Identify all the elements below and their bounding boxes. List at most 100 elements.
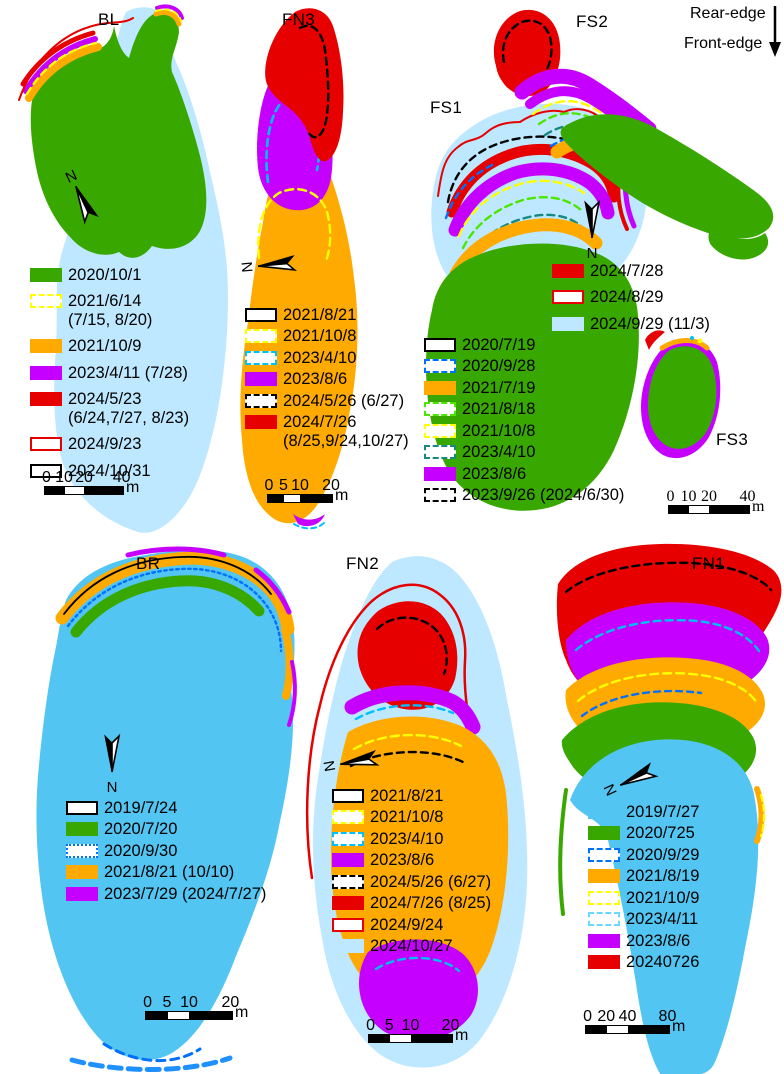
- legend-label: 2023/8/6: [283, 370, 348, 389]
- legend-swatch: [332, 853, 364, 868]
- fs2-yellow-dashed: [531, 100, 652, 152]
- fn3-map: N: [239, 8, 358, 530]
- legend-label: 2024/5/26 (6/27): [283, 391, 405, 410]
- legend-label: 2021/10/9: [68, 337, 142, 356]
- panel-title-fn2: FN2: [346, 554, 380, 573]
- legend-label: 2024/7/26 (8/25): [370, 894, 492, 913]
- fn2-legend: 2021/8/21 2021/10/8 2023/4/10 2023/8/6 2…: [332, 787, 491, 959]
- legend-item: 2023/4/11 (7/28): [30, 364, 189, 382]
- legend-swatch: [588, 955, 620, 970]
- scalebar-labels: 0 5 10 20: [265, 477, 340, 494]
- fn2-map: N: [305, 556, 528, 1068]
- scalebar-tick: 0: [41, 469, 51, 486]
- legend-swatch: [424, 402, 456, 417]
- fs1-north-arrow-icon: N: [584, 201, 600, 262]
- legend-label: 2023/4/11 (7/28): [68, 363, 188, 382]
- legend-label: 2024/8/29: [590, 288, 664, 307]
- legend-swatch: [332, 789, 364, 803]
- legend-item: 2023/4/10: [424, 443, 624, 461]
- legend-label: 2021/8/18: [462, 400, 536, 419]
- fn1-legend: 2019/7/27 2020/725 2020/9/29 2021/8/19 2…: [588, 803, 699, 975]
- fn2-scalebar: 0 5 10 20 m: [366, 1017, 468, 1044]
- fn1-yellow-right-dashed: [759, 793, 766, 838]
- scalebar-bar: [267, 494, 333, 503]
- legend-label: 2021/10/9: [626, 888, 700, 907]
- legend-swatch: [66, 886, 98, 901]
- legend-swatch: [245, 350, 277, 365]
- bl-map: N: [18, 4, 228, 533]
- bl-knob-magenta: [155, 4, 184, 20]
- fs1-blue-dashed: [444, 163, 494, 220]
- legend-label: 2020/9/28: [462, 357, 536, 376]
- legend-swatch: [66, 822, 98, 837]
- fs3-scalebar: 0 10 20 40 m: [666, 488, 764, 515]
- fs2-magenta-band: [514, 68, 657, 137]
- legend-label: 2023/4/10: [283, 348, 357, 367]
- scalebar-unit: m: [126, 479, 140, 496]
- scalebar-tick: 5: [384, 1017, 394, 1034]
- scalebar-tick: 10: [680, 488, 697, 505]
- bl-green-extent: [30, 12, 207, 258]
- bl-legend: 2020/10/1 2021/6/14 (7/15, 8/20) 2021/10…: [30, 266, 189, 488]
- legend-label: 2019/7/27: [626, 803, 700, 821]
- legend-item: 2020/9/29: [588, 846, 699, 864]
- bl-red-band: [20, 30, 96, 87]
- br-orange-band: [55, 551, 295, 636]
- fs1-green-dashed: [461, 196, 583, 250]
- legend-label: 2021/8/21: [370, 787, 444, 805]
- legend-item: 2020/7/20: [66, 820, 266, 838]
- legend-label: 20240726: [626, 953, 700, 972]
- scalebar-unit: m: [335, 487, 349, 504]
- br-green-band: [70, 575, 265, 638]
- legend-item: 2023/8/6: [588, 932, 699, 950]
- br-blue-dotted: [66, 567, 283, 653]
- scalebar-tick: 20: [221, 994, 240, 1011]
- legend-swatch: [424, 445, 456, 460]
- br-north-label: N: [107, 779, 118, 796]
- fs3-cyan-dot: [690, 336, 694, 340]
- legend-label: 2023/8/6: [462, 464, 527, 483]
- legend-label: 2020/7/20: [104, 820, 178, 839]
- legend-item: 2024/7/26 (8/25): [332, 894, 491, 912]
- legend-label: 2024/9/24: [370, 915, 444, 934]
- rear-edge-label: Rear-edge: [690, 5, 766, 22]
- legend-label: 2021/8/21 (10/10): [104, 863, 235, 882]
- legend-swatch: [424, 466, 456, 481]
- fn1-map: N: [556, 543, 782, 1074]
- scalebar-labels: 0 20 40 80: [583, 1008, 676, 1025]
- legend-swatch: [30, 463, 62, 478]
- fs2-map: [493, 9, 774, 260]
- legend-label: 2021/8/21: [283, 306, 357, 324]
- legend-item: 2021/10/9: [30, 337, 189, 355]
- front-edge-arrow-icon: [769, 6, 781, 57]
- legend-item: 2021/6/14 (7/15, 8/20): [30, 292, 189, 329]
- br-magenta-top1: [125, 546, 227, 558]
- legend-label: 2020/7/19: [462, 336, 536, 354]
- legend-label: 2021/8/19: [626, 867, 700, 886]
- fn3-legend: 2021/8/21 2021/10/8 2023/4/10 2023/8/6 2…: [245, 306, 409, 453]
- panel-title-fn1: FN1: [692, 554, 726, 573]
- bl-red-outline: [18, 17, 134, 101]
- legend-label: 2021/10/8: [283, 327, 357, 346]
- scalebar-labels: 0 10 20 40: [41, 469, 131, 486]
- fs2-legend: 2024/7/28 2024/8/29 2024/9/29 (11/3): [552, 262, 710, 341]
- fn3-yellow-dashed: [257, 188, 332, 265]
- fn1-cyan-dashed: [574, 618, 761, 653]
- legend-item: 20240726: [588, 953, 699, 971]
- scalebar-tick: 0: [366, 1017, 375, 1034]
- legend-label: 2023/8/6: [370, 851, 435, 870]
- scalebar-tick: 10: [401, 1017, 420, 1034]
- legend-swatch: [245, 308, 277, 322]
- legend-swatch: [245, 329, 277, 344]
- legend-swatch: [552, 290, 584, 305]
- legend-item: 2023/4/11: [588, 910, 699, 928]
- legend-label: 2020/9/29: [626, 845, 700, 864]
- legend-item: 2020/9/28: [424, 357, 624, 375]
- legend-swatch: [424, 338, 456, 352]
- legend-item: 2023/8/6: [245, 370, 409, 388]
- legend-item: 2021/10/8: [424, 422, 624, 440]
- legend-item: 2021/7/19: [424, 379, 624, 397]
- br-bottom-blue-dashed: [102, 1042, 202, 1063]
- fn1-scalebar: 0 20 40 80 m: [583, 1008, 685, 1035]
